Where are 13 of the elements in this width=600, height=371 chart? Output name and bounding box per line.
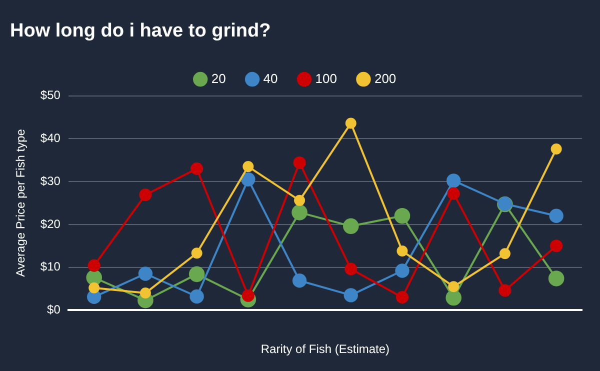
legend-label: 200 [374,70,396,86]
y-tick-label: $30 [40,174,61,188]
x-axis-title: Rarity of Fish (Estimate) [260,342,390,356]
y-axis-title: Average Price per Fish type [14,128,28,277]
y-tick-label: $40 [40,130,61,145]
chart-title: How long do i have to grind? [10,20,271,42]
y-tick-label: $20 [40,216,61,231]
legend-label: 20 [211,70,226,86]
legend-label: 40 [263,70,278,86]
legend-label: 100 [315,70,337,86]
y-tick-label: $0 [47,302,61,317]
y-tick-label: $10 [40,260,61,274]
y-tick-label: $50 [40,88,61,102]
